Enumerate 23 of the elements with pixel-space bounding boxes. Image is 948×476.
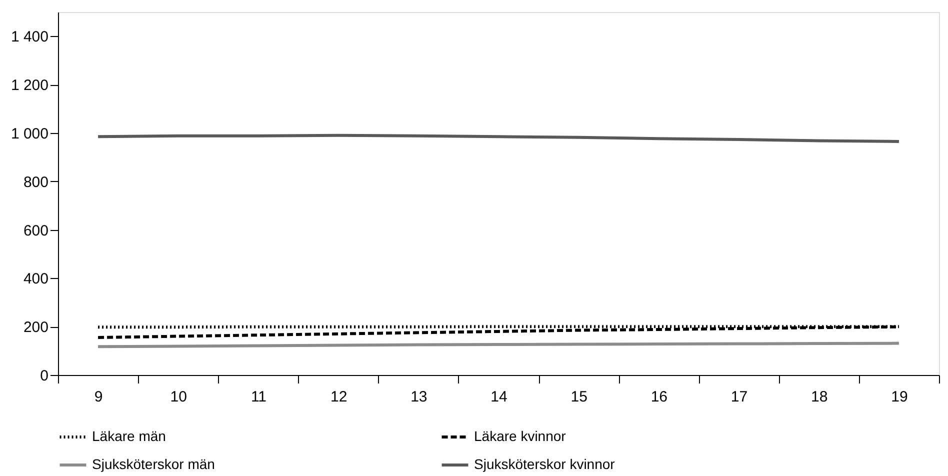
- x-tick-label: 15: [570, 388, 588, 406]
- x-tick-label: 11: [250, 388, 267, 406]
- x-tick-label: 9: [94, 388, 103, 406]
- x-tick-label: 10: [170, 388, 187, 406]
- x-tick-label: 14: [490, 388, 508, 406]
- x-tick-label: 18: [811, 388, 828, 406]
- legend-label: Läkare kvinnor: [474, 428, 566, 444]
- x-tick-label: 16: [650, 388, 668, 406]
- y-tick-label: 1 200: [10, 77, 48, 94]
- y-tick-label: 1 400: [10, 28, 48, 46]
- y-tick-label: 0: [40, 368, 48, 384]
- legend-label: Sjuksköterskor kvinnor: [474, 456, 616, 472]
- legend-label: Läkare män: [92, 428, 166, 444]
- y-tick-label: 400: [23, 270, 48, 288]
- x-tick-label: 12: [330, 388, 348, 406]
- y-tick-label: 600: [23, 222, 48, 240]
- x-tick-label: 17: [730, 388, 748, 406]
- x-tick-label: 13: [410, 388, 428, 406]
- y-tick-label: 200: [23, 319, 48, 336]
- x-tick-label: 19: [891, 388, 908, 406]
- y-tick-label: 800: [23, 174, 48, 191]
- y-tick-label: 1 000: [10, 126, 48, 142]
- legend-label: Sjuksköterskor män: [92, 456, 215, 472]
